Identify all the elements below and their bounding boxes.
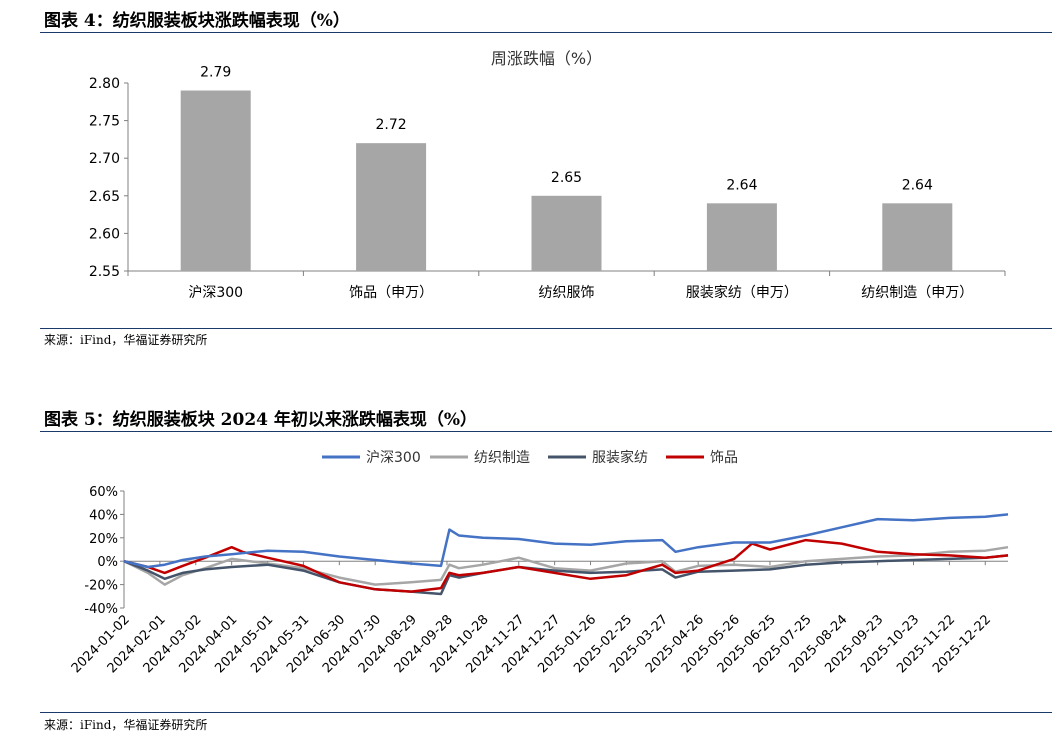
legend-label: 沪深300 <box>366 450 421 466</box>
figure4-source: 来源：iFind，华福证券研究所 <box>44 333 208 347</box>
line-x-tick-label: 2024-01-02 <box>69 612 133 676</box>
line-x-tick-label: 2025-07-25 <box>751 612 815 676</box>
line-x-tick-label: 2025-03-27 <box>607 612 671 676</box>
line-x-tick-label: 2025-06-25 <box>715 612 779 676</box>
figure5-top-rule <box>40 431 1052 432</box>
line-y-tick-label: -40% <box>84 602 118 617</box>
line-y-tick-label: 20% <box>89 532 118 547</box>
bar-y-tick-label: 2.70 <box>89 151 120 167</box>
bar-data-label: 2.64 <box>902 177 933 193</box>
figure4-top-rule <box>40 32 1052 33</box>
line-x-tick-label: 2025-11-22 <box>894 612 958 676</box>
line-x-tick-label: 2024-08-29 <box>356 612 420 676</box>
bar <box>356 143 427 271</box>
figure4-title: 图表 4：纺织服装板块涨跌幅表现（%） <box>44 11 350 31</box>
legend-label: 服装家纺 <box>592 449 648 466</box>
line-x-tick-label: 2024-04-01 <box>176 612 240 676</box>
bar-chart: 周涨跌幅（%） 2.55 2.60 2.65 2.70 2.75 2.80 2.79 沪深300… <box>89 49 1006 301</box>
bar-category-label: 纺织服饰 <box>539 285 595 301</box>
series-line <box>123 513 1009 569</box>
series-line <box>123 554 1009 596</box>
figure5-title: 图表 5：纺织服装板块 2024 年初以来涨跌幅表现（%） <box>44 410 478 430</box>
line-y-tick-label: 0% <box>97 555 118 570</box>
bar <box>531 195 602 271</box>
line-x-tick-label: 2025-10-23 <box>858 612 922 676</box>
line-x-tick-label: 2024-10-28 <box>428 612 492 676</box>
series-line <box>123 538 1009 593</box>
bar-data-label: 2.64 <box>726 177 757 193</box>
line-x-tick-label: 2024-07-30 <box>320 612 384 676</box>
bar-y-tick-label: 2.60 <box>89 226 120 242</box>
line-x-tick-label: 2024-05-01 <box>212 612 276 676</box>
bar-y-tick-label: 2.55 <box>89 264 120 280</box>
line-x-tick-label: 2025-02-25 <box>571 612 635 676</box>
figure5-source: 来源：iFind，华福证券研究所 <box>44 718 208 732</box>
bar-data-label: 2.72 <box>376 117 407 133</box>
bar-category-label: 沪深300 <box>188 285 243 301</box>
line-x-tick-label: 2024-11-27 <box>464 612 528 676</box>
bar-y-tick-label: 2.65 <box>89 189 120 205</box>
line-y-tick-label: 60% <box>89 485 118 500</box>
line-x-tick-label: 2024-06-30 <box>284 612 348 676</box>
bar-data-label: 2.79 <box>200 65 231 81</box>
line-x-tick-label: 2025-08-24 <box>787 612 851 676</box>
line-x-tick-label: 2024-05-31 <box>248 612 312 676</box>
bar-data-label: 2.65 <box>551 170 582 186</box>
line-x-tick-label: 2025-01-26 <box>535 612 599 676</box>
line-x-tick-label: 2025-09-23 <box>822 612 886 676</box>
line-x-tick-label: 2025-04-26 <box>643 612 707 676</box>
bar-category-label: 饰品（申万） <box>349 285 433 301</box>
line-x-tick-label: 2024-03-02 <box>141 612 205 676</box>
bar-category-label: 服装家纺（申万） <box>686 284 798 301</box>
bar-category-label: 纺织制造（申万） <box>861 285 973 301</box>
bar <box>180 90 251 272</box>
line-x-tick-label: 2024-02-01 <box>105 612 169 676</box>
figure4-bottom-rule <box>40 328 1052 329</box>
line-x-tick-label: 2024-09-28 <box>392 612 456 676</box>
bar-chart-title: 周涨跌幅（%） <box>491 49 602 68</box>
bar <box>706 203 777 271</box>
bar <box>882 203 953 271</box>
line-y-tick-label: 40% <box>89 508 118 523</box>
bar-y-tick-label: 2.75 <box>89 114 120 130</box>
series-line <box>123 545 1009 586</box>
line-x-tick-label: 2025-05-26 <box>679 612 743 676</box>
bar-y-tick-label: 2.80 <box>89 76 120 92</box>
figure5-bottom-rule <box>40 712 1052 713</box>
line-x-tick-label: 2025-12-22 <box>930 612 994 676</box>
legend-label: 纺织制造 <box>474 450 530 466</box>
line-y-tick-label: -20% <box>84 579 118 594</box>
legend-label: 饰品 <box>710 450 738 466</box>
line-x-tick-label: 2024-12-27 <box>499 612 563 676</box>
